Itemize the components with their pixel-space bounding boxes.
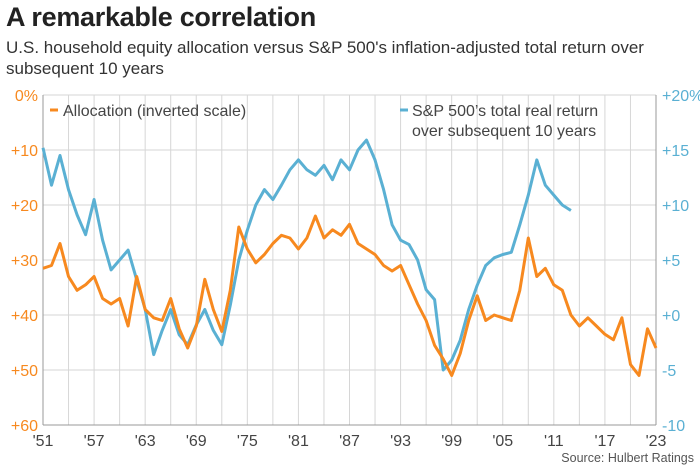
left-axis-tick-label: +30: [11, 253, 38, 270]
left-axis-tick-label: 0%: [15, 88, 38, 105]
x-axis-tick-label: '05: [492, 433, 513, 450]
x-axis-tick-label: '57: [84, 433, 105, 450]
x-axis-tick-label: '63: [135, 433, 156, 450]
chart-title: A remarkable correlation: [6, 2, 316, 32]
left-axis-tick-label: +60: [11, 418, 38, 435]
right-axis-tick-label: +10: [662, 198, 689, 215]
x-axis-tick-label: '87: [339, 433, 360, 450]
x-axis-tick-label: '17: [594, 433, 615, 450]
legend-label-return-line1: S&P 500’s total real return: [412, 103, 598, 120]
right-axis-tick-label: +5: [662, 253, 680, 270]
chart-subtitle: U.S. household equity allocation versus …: [6, 38, 644, 78]
x-axis-tick-label: '69: [186, 433, 207, 450]
right-axis-tick-label: -10: [662, 418, 685, 435]
right-axis-tick-label: +20%: [662, 88, 700, 105]
left-axis-tick-label: +50: [11, 363, 38, 380]
legend-label-return-line2: over subsequent 10 years: [412, 123, 596, 140]
x-axis-tick-label: '51: [33, 433, 54, 450]
x-axis-tick-label: '23: [646, 433, 667, 450]
x-axis-tick-label: '81: [288, 433, 309, 450]
x-axis-tick-label: '93: [390, 433, 411, 450]
source-note: Source: Hulbert Ratings: [561, 451, 694, 465]
x-axis-tick-label: '99: [441, 433, 462, 450]
right-axis-tick-label: -5: [662, 363, 676, 380]
left-axis-tick-label: +10: [11, 143, 38, 160]
left-axis-tick-label: +20: [11, 198, 38, 215]
series-line-real-return: [41, 138, 572, 372]
right-axis-tick-label: +15: [662, 143, 689, 160]
legend-label-allocation: Allocation (inverted scale): [63, 103, 246, 120]
left-axis-tick-label: +40: [11, 308, 38, 325]
x-axis-tick-label: '11: [544, 433, 564, 450]
right-axis-tick-label: +0: [662, 308, 680, 325]
x-axis-tick-label: '75: [237, 433, 258, 450]
